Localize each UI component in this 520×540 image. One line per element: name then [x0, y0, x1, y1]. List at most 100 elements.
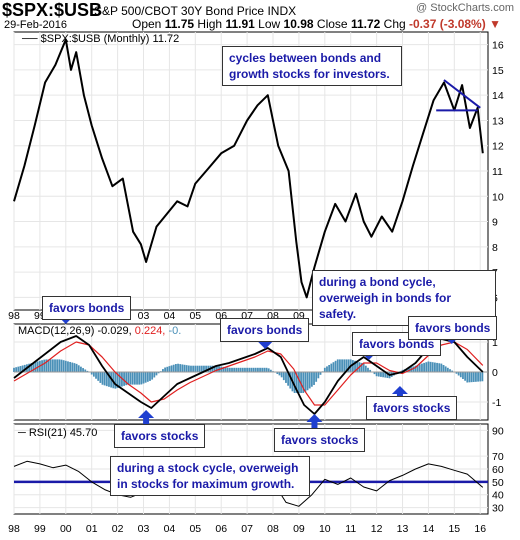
- macd-histogram-bar: [19, 366, 22, 372]
- y-tick-label: 8: [492, 242, 498, 254]
- macd-histogram-bar: [17, 366, 20, 372]
- note-stock-line2: in stocks for maximum growth.: [117, 477, 295, 491]
- macd-histogram-bar: [323, 367, 326, 372]
- macd-histogram-bar: [174, 364, 177, 372]
- macd-histogram-bar: [153, 372, 156, 378]
- macd-histogram-bar: [157, 372, 160, 374]
- macd-histogram-bar: [151, 372, 154, 380]
- y-tick-label: 12: [492, 141, 504, 153]
- macd-histogram-bar: [86, 370, 89, 372]
- macd-histogram-bar: [241, 367, 244, 372]
- macd-histogram-bar: [293, 372, 296, 393]
- macd-histogram-bar: [235, 367, 238, 372]
- x-tick-label: 98: [8, 523, 20, 535]
- macd-histogram-bar: [446, 367, 449, 372]
- macd-histogram-bar: [224, 367, 227, 372]
- macd-histogram-bar: [190, 365, 192, 372]
- macd-histogram-bar: [41, 360, 43, 372]
- x-tick-label: 11: [345, 523, 356, 535]
- x-tick-label: 10: [319, 523, 331, 535]
- macd-histogram-bar: [451, 370, 454, 372]
- watermark: @ StockCharts.com: [416, 2, 514, 14]
- macd-histogram-bar: [354, 360, 356, 372]
- high-value: 11.91: [225, 17, 255, 31]
- macd-histogram-bar: [71, 362, 74, 372]
- macd-histogram-bar: [131, 372, 134, 385]
- macd-histogram-bar: [257, 367, 259, 372]
- macd-histogram-bar: [382, 372, 384, 378]
- y-tick-label: 50: [492, 477, 504, 489]
- x-tick-label: 04: [164, 310, 176, 322]
- macd-histogram-bar: [472, 372, 475, 382]
- macd-histogram-bar: [356, 361, 359, 372]
- macd-histogram-bar: [444, 366, 447, 372]
- x-tick-label: 07: [241, 310, 253, 322]
- label-favors-bonds-4: favors bonds: [408, 316, 498, 340]
- macd-histogram-bar: [92, 372, 95, 377]
- label-favors-bonds-2: favors bonds: [220, 318, 310, 342]
- macd-histogram-bar: [302, 372, 305, 393]
- x-tick-label: 07: [241, 523, 253, 535]
- rsi-legend: ─ RSI(21) 45.70: [18, 427, 97, 439]
- macd-histogram-bar: [267, 368, 270, 372]
- macd-histogram-bar: [339, 359, 341, 372]
- price-panel: 1615141312111098769899000102030405060708…: [8, 31, 504, 322]
- chart-subtitle: S&P 500/CBOT 30Y Bond Price INDX: [94, 4, 297, 18]
- macd-histogram-bar: [54, 359, 56, 372]
- y-tick-label: 11: [492, 166, 503, 178]
- y-tick-label: -1: [492, 397, 501, 409]
- macd-histogram-bar: [205, 365, 208, 372]
- macd-histogram-bar: [32, 362, 35, 372]
- note-cycles: cycles between bonds and growth stocks f…: [222, 46, 402, 86]
- macd-histogram-bar: [466, 372, 469, 383]
- arrow-up-icon: [391, 386, 408, 402]
- note-bond-line1: during a bond cycle,: [319, 275, 436, 289]
- macd-histogram-bar: [412, 366, 415, 372]
- macd-histogram-bar: [479, 372, 482, 382]
- x-tick-label: 99: [34, 523, 46, 535]
- macd-histogram-bar: [334, 360, 337, 372]
- macd-histogram-bar: [369, 369, 372, 372]
- macd-histogram-bar: [166, 366, 169, 372]
- macd-histogram-bar: [49, 359, 52, 372]
- y-tick-label: 60: [492, 464, 504, 476]
- macd-histogram-bar: [60, 359, 63, 372]
- macd-histogram-bar: [289, 372, 292, 389]
- macd-histogram-bar: [464, 372, 467, 381]
- macd-histogram-bar: [108, 372, 110, 387]
- macd-histogram-bar: [105, 372, 108, 387]
- y-tick-label: 16: [492, 40, 504, 52]
- x-tick-label: 15: [448, 523, 460, 535]
- x-tick-label: 06: [215, 523, 227, 535]
- x-tick-label: 05: [189, 523, 201, 535]
- open-value: 11.75: [164, 17, 195, 31]
- macd-histogram-bar: [252, 367, 255, 372]
- macd-histogram-bar: [287, 372, 290, 386]
- macd-histogram-bar: [280, 372, 283, 378]
- macd-histogram-bar: [181, 364, 184, 372]
- macd-histogram-bar: [431, 362, 434, 372]
- macd-histogram-bar: [13, 367, 15, 372]
- macd-histogram-bar: [133, 372, 136, 385]
- macd-histogram-bar: [121, 372, 123, 387]
- macd-histogram-bar: [194, 365, 197, 372]
- macd-histogram-bar: [295, 372, 298, 393]
- macd-histogram-bar: [440, 363, 443, 372]
- macd-histogram-bar: [434, 362, 436, 372]
- x-tick-label: 08: [267, 523, 279, 535]
- macd-histogram-bar: [459, 372, 462, 378]
- macd-histogram-bar: [442, 365, 445, 372]
- macd-histogram-bar: [170, 365, 173, 372]
- macd-histogram-bar: [425, 362, 428, 372]
- macd-histogram-bar: [375, 372, 378, 377]
- macd-histogram-bar: [144, 372, 147, 383]
- macd-histogram-bar: [306, 372, 309, 391]
- y-tick-label: 70: [492, 451, 504, 463]
- macd-histogram-bar: [177, 363, 179, 372]
- macd-histogram-bar: [77, 365, 80, 372]
- macd-histogram-bar: [116, 372, 119, 388]
- macd-histogram-bar: [198, 365, 201, 372]
- note-stock-line1: during a stock cycle, overweigh: [117, 461, 299, 475]
- macd-histogram-bar: [149, 372, 151, 381]
